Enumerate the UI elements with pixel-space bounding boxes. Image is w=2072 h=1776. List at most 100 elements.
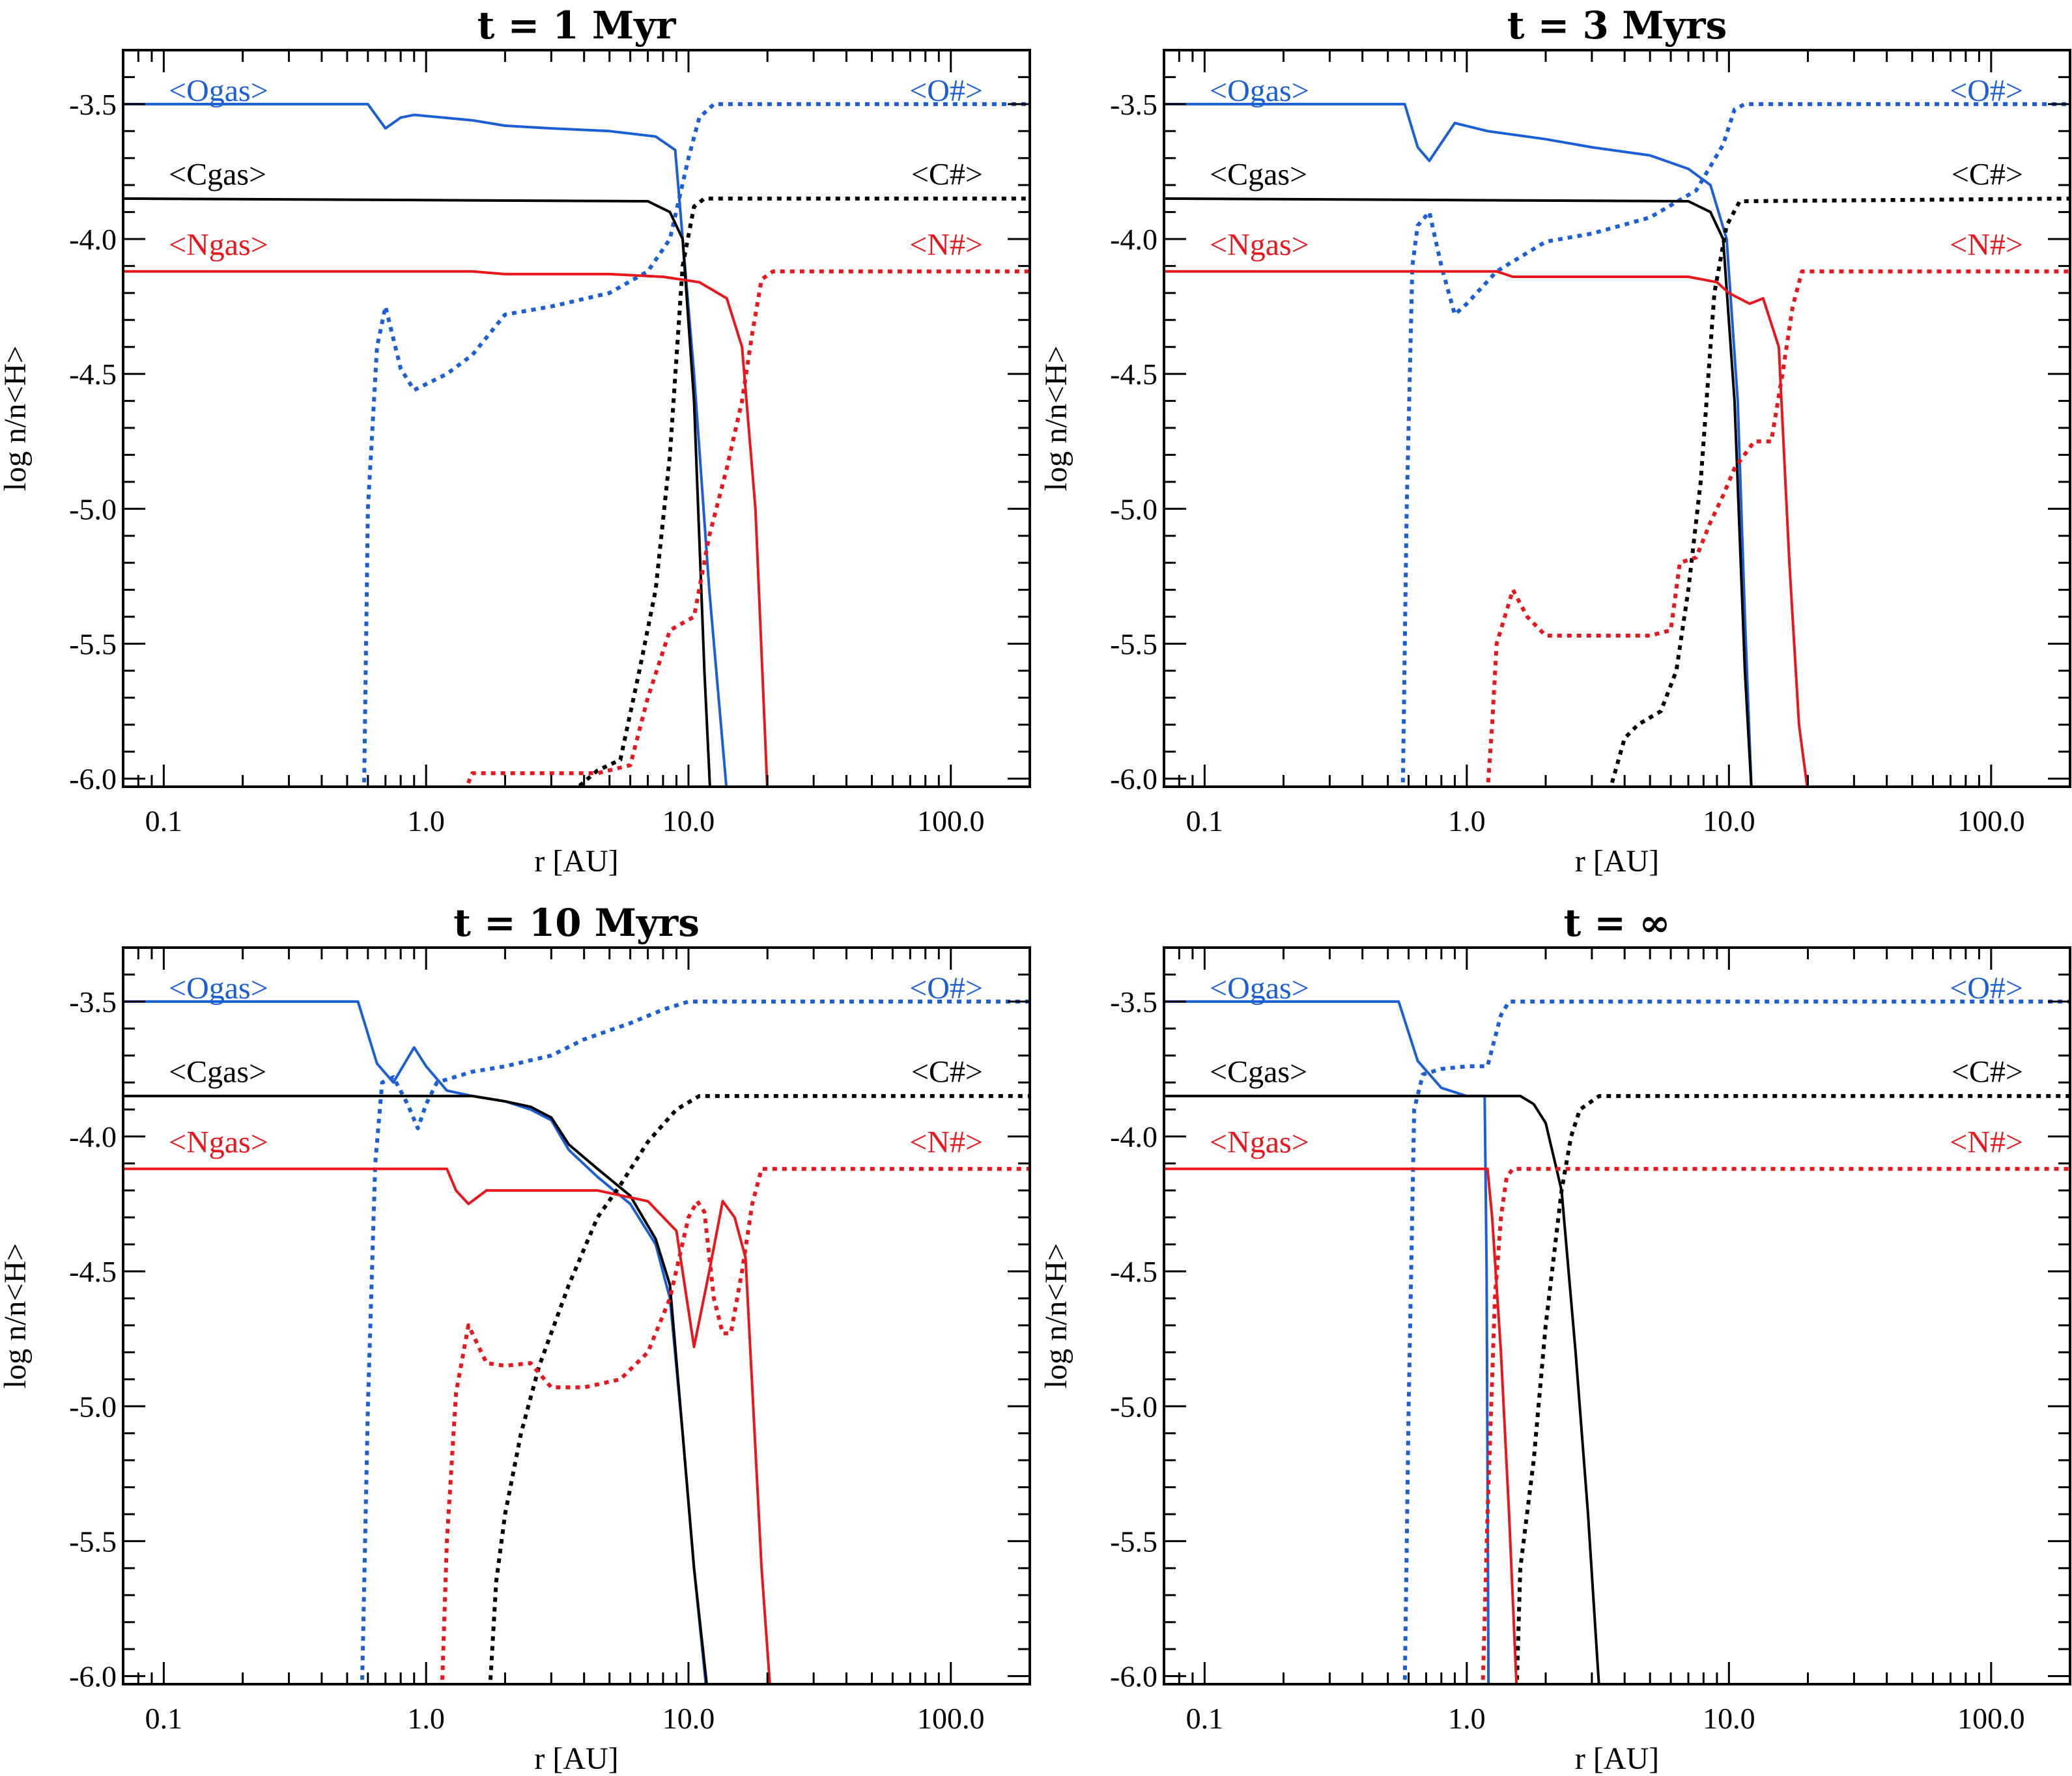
legend-label-gas: <Ogas> <box>169 74 268 108</box>
x-tick-label: 10.0 <box>662 1702 715 1735</box>
x-axis-label: r [AU] <box>1575 1741 1659 1776</box>
y-tick-label: -5.5 <box>1110 1525 1157 1558</box>
y-tick-label: -4.0 <box>69 223 117 256</box>
panel-title: t = 10 Myrs <box>453 901 700 945</box>
legend-label-gas: <Ngas> <box>169 227 268 262</box>
y-tick-label: -4.5 <box>69 358 117 391</box>
legend-label-gas: <Cgas> <box>169 1055 266 1090</box>
series-line-cgas <box>123 1094 709 1684</box>
series-line-n-ice <box>440 1166 1030 1684</box>
series-line-n-ice <box>1486 269 2070 787</box>
tick-marks <box>1163 946 2071 1684</box>
legend-label-gas: <Cgas> <box>169 158 266 192</box>
series-group <box>1164 999 2070 1684</box>
series-line-ogas <box>123 102 728 787</box>
series-line-cgas <box>1164 1094 1600 1684</box>
series-line-c-ice <box>1609 196 2070 787</box>
legend-label-ice: <C#> <box>1951 158 2023 192</box>
x-tick-label: 0.1 <box>145 1702 183 1735</box>
legend-label-gas: <Cgas> <box>1210 158 1307 192</box>
y-tick-label: -6.0 <box>1110 763 1157 796</box>
x-tick-label: 0.1 <box>1186 1702 1224 1735</box>
series-line-c-ice <box>488 1093 1030 1684</box>
x-tick-label: 1.0 <box>407 1702 445 1735</box>
y-axis-label: log n/n<H> <box>0 346 33 491</box>
panel-title: t = 1 Myr <box>477 3 677 48</box>
legend-label-gas: <Ogas> <box>169 971 268 1006</box>
panel-2: t = 3 Myrs 0.1 1.0 10.0 100.0 -3.5 -4.0 -4.5 -5.… <box>1039 3 2071 879</box>
y-tick-label: -4.5 <box>69 1255 117 1288</box>
y-tick-label: -5.5 <box>69 627 117 660</box>
y-tick-label: -3.5 <box>69 985 117 1019</box>
legend-label-ice: <N#> <box>909 227 983 262</box>
y-tick-label: -4.0 <box>1110 1120 1157 1153</box>
panel-3: t = 10 Myrs 0.1 1.0 10.0 100.0 -3.5 -4.0 -4.5 -5… <box>0 901 1031 1776</box>
x-axis-label: r [AU] <box>534 1741 618 1776</box>
plot-frame <box>1163 49 2071 788</box>
legend-label-ice: <N#> <box>1950 1125 2023 1159</box>
x-tick-label: 1.0 <box>407 804 445 838</box>
legend-label-gas: <Ngas> <box>1210 1125 1309 1159</box>
y-tick-label: -3.5 <box>1110 985 1157 1019</box>
legend-label-gas: <Ngas> <box>1210 227 1309 262</box>
series-line-ngas <box>123 1167 771 1684</box>
legend-label-ice: <N#> <box>1950 227 2023 262</box>
tick-marks <box>122 946 1031 1684</box>
y-tick-label: -5.5 <box>69 1525 117 1558</box>
series-line-ngas <box>1164 270 1809 787</box>
series-line-o-ice <box>360 999 1030 1684</box>
y-tick-label: -5.5 <box>1110 627 1157 660</box>
series-line-n-ice <box>464 269 1030 787</box>
x-axis-label: r [AU] <box>1575 844 1659 879</box>
x-tick-label: 10.0 <box>662 804 715 838</box>
y-tick-label: -5.0 <box>69 492 117 526</box>
series-line-o-ice <box>362 102 1030 787</box>
x-tick-label: 100.0 <box>917 1702 985 1735</box>
series-line-ogas <box>1164 1000 1490 1684</box>
legend-label-ice: <O#> <box>1950 971 2023 1006</box>
x-tick-label: 100.0 <box>1957 1702 2025 1735</box>
series-group <box>123 102 1030 787</box>
tick-marks <box>1163 49 2071 787</box>
series-line-ngas <box>1164 1167 1518 1684</box>
legend-label-ice: <N#> <box>909 1125 983 1159</box>
y-axis-label: log n/n<H> <box>0 1243 33 1388</box>
series-line-o-ice <box>1402 999 2070 1684</box>
series-line-c-ice <box>575 196 1030 787</box>
x-tick-label: 10.0 <box>1703 1702 1755 1735</box>
series-line-ogas <box>1164 102 1753 787</box>
series-group <box>123 999 1030 1684</box>
legend-label-ice: <C#> <box>911 1055 983 1090</box>
y-tick-label: -6.0 <box>69 763 117 796</box>
x-tick-label: 100.0 <box>1957 804 2025 838</box>
x-tick-label: 0.1 <box>145 804 183 838</box>
legend-label-ice: <O#> <box>909 971 983 1006</box>
y-axis-label: log n/n<H> <box>1039 1243 1073 1388</box>
series-line-c-ice <box>1514 1093 2070 1684</box>
x-tick-label: 10.0 <box>1703 804 1755 838</box>
tick-marks <box>122 49 1031 787</box>
x-axis-label: r [AU] <box>534 844 618 879</box>
y-tick-label: -5.0 <box>1110 492 1157 526</box>
series-line-n-ice <box>1481 1166 2070 1684</box>
panel-4: t = ∞ 0.1 1.0 10.0 100.0 -3.5 -4.0 -4.5 -5.0 -5.5… <box>1039 901 2071 1776</box>
legend-label-ice: <O#> <box>909 74 983 108</box>
series-line-ngas <box>123 270 769 787</box>
plot-frame <box>1163 946 2071 1685</box>
x-tick-label: 0.1 <box>1186 804 1224 838</box>
x-tick-label: 100.0 <box>917 804 985 838</box>
legend-label-gas: <Cgas> <box>1210 1055 1307 1090</box>
y-tick-label: -4.5 <box>1110 1255 1157 1288</box>
panel-1: t = 1 Myr 0.1 1.0 10.0 100.0 -3.5 -4.0 -4.5 -5.0… <box>0 3 1031 879</box>
legend-label-gas: <Ogas> <box>1210 971 1309 1006</box>
y-tick-label: -6.0 <box>1110 1660 1157 1693</box>
legend-label-gas: <Ngas> <box>169 1125 268 1159</box>
legend-label-ice: <C#> <box>911 158 983 192</box>
plot-frame <box>122 49 1031 788</box>
y-tick-label: -4.0 <box>1110 223 1157 256</box>
series-group <box>1164 102 2070 787</box>
y-tick-label: -4.5 <box>1110 358 1157 391</box>
legend-label-ice: <C#> <box>1951 1055 2023 1090</box>
y-tick-label: -3.5 <box>69 88 117 121</box>
